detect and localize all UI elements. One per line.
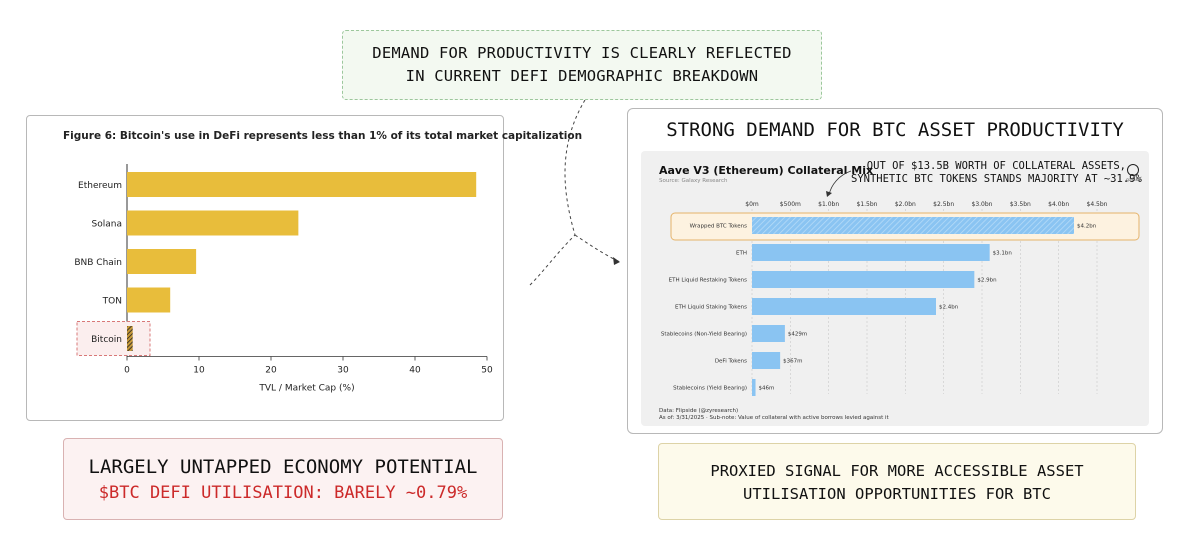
left-x-tick-label: 50 — [481, 366, 493, 376]
right-value-label: $2.4bn — [939, 305, 959, 311]
right-bar-stablecoins-yield-bearing- — [752, 379, 756, 396]
right-category-label: Stablecoins (Yield Bearing) — [673, 386, 747, 392]
annotation-arrowhead — [826, 191, 832, 197]
left-bar-bnb-chain — [127, 249, 197, 274]
collateral-footnote-date: As of: 3/31/2025 · Sub-note: Value of co… — [659, 415, 889, 421]
proxied-signal-line2: UTILISATION OPPORTUNITIES FOR BTC — [743, 485, 1051, 503]
right-value-label: $46m — [759, 386, 775, 392]
right-bar-eth-liquid-restaking-tokens — [752, 271, 975, 288]
collateral-mix-panel: STRONG DEMAND FOR BTC ASSET PRODUCTIVITY… — [627, 108, 1163, 434]
proxied-signal-line1: PROXIED SIGNAL FOR MORE ACCESSIBLE ASSET — [710, 462, 1084, 480]
galaxy-logo-label: galaxy — [1126, 178, 1141, 183]
right-category-label: DeFi Tokens — [715, 359, 747, 365]
right-x-tick-label: $4.0bn — [1048, 201, 1069, 208]
left-category-label: TON — [102, 297, 122, 307]
right-x-tick-label: $1.0bn — [818, 201, 839, 208]
right-chart-svg: $0m $500m $1.0bn $1.5bn $2.0bn $2.5bn $3.0bn $3… — [661, 170, 1140, 396]
right-bar-stablecoins-non-yield-bearing- — [752, 325, 785, 342]
left-category-label: Ethereum — [78, 181, 122, 191]
left-x-tick-label: 0 — [124, 366, 130, 376]
untapped-potential-callout: LARGELY UNTAPPED ECONOMY POTENTIAL $BTC … — [63, 438, 503, 520]
left-x-tick-label: 40 — [409, 366, 421, 376]
left-x-tick-label: 20 — [265, 366, 277, 376]
right-x-tick-label: $1.5bn — [857, 201, 878, 208]
right-category-label: Stablecoins (Non-Yield Bearing) — [661, 332, 747, 338]
right-value-label: $2.9bn — [977, 278, 997, 284]
right-bar-eth — [752, 244, 990, 261]
right-category-label: ETH Liquid Restaking Tokens — [669, 278, 747, 284]
right-category-label: ETH Liquid Staking Tokens — [675, 305, 747, 311]
left-bar-bitcoin — [127, 326, 133, 351]
right-x-tick-label: $3.5bn — [1010, 201, 1031, 208]
right-bar-eth-liquid-staking-tokens — [752, 298, 936, 315]
annotation-line1: OUT OF $13.5B WORTH OF COLLATERAL ASSETS… — [866, 160, 1126, 172]
right-x-tick-label: $4.5bn — [1087, 201, 1108, 208]
right-panel-heading: STRONG DEMAND FOR BTC ASSET PRODUCTIVITY — [666, 119, 1124, 141]
left-x-axis-title: TVL / Market Cap (%) — [258, 384, 354, 394]
left-chart-title: Figure 6: Bitcoin's use in DeFi represen… — [63, 130, 583, 142]
top-callout: DEMAND FOR PRODUCTIVITY IS CLEARLY REFLE… — [342, 30, 822, 100]
top-callout-line2: IN CURRENT DEFI DEMOGRAPHIC BREAKDOWN — [405, 67, 759, 85]
right-bar-defi-tokens — [752, 352, 781, 369]
right-value-label: $429m — [788, 332, 807, 338]
right-value-label: $3.1bn — [993, 251, 1013, 257]
left-category-label: Solana — [92, 220, 122, 230]
left-bar-ethereum — [127, 172, 477, 197]
annotation-arrow — [828, 170, 852, 196]
galaxy-logo-icon — [1127, 164, 1139, 176]
btc-utilisation-subtitle: $BTC DEFI UTILISATION: BARELY ~0.79% — [98, 483, 468, 503]
collateral-chart-card: Aave V3 (Ethereum) Collateral Mix Source… — [641, 151, 1149, 426]
collateral-footnote-data: Data: Flipside (@zyresearch) — [659, 408, 739, 414]
left-x-tick-label: 30 — [337, 366, 349, 376]
right-value-label: $367m — [783, 359, 802, 365]
collateral-chart-title: Aave V3 (Ethereum) Collateral Mix — [659, 164, 874, 177]
right-bar-wrapped-btc-tokens — [752, 217, 1074, 234]
top-callout-line1: DEMAND FOR PRODUCTIVITY IS CLEARLY REFLE… — [372, 44, 792, 62]
annotation-line2: SYNTHETIC BTC TOKENS STANDS MAJORITY AT … — [851, 173, 1142, 185]
right-x-tick-label: $500m — [780, 201, 801, 208]
left-category-label: BNB Chain — [74, 258, 122, 268]
right-x-tick-label: $3.0bn — [972, 201, 993, 208]
right-x-tick-label: $2.5bn — [933, 201, 954, 208]
left-bar-ton — [127, 287, 171, 313]
right-value-label: $4.2bn — [1077, 224, 1097, 230]
right-x-tick-label: $2.0bn — [895, 201, 916, 208]
proxied-signal-callout: PROXIED SIGNAL FOR MORE ACCESSIBLE ASSET… — [658, 443, 1136, 520]
left-category-label: Bitcoin — [91, 335, 122, 345]
untapped-title: LARGELY UNTAPPED ECONOMY POTENTIAL — [88, 456, 478, 478]
right-category-label: Wrapped BTC Tokens — [690, 224, 747, 230]
bitcoin-highlight-box — [76, 321, 151, 356]
left-bar-solana — [127, 210, 299, 236]
defi-tvl-chart-panel: Figure 6: Bitcoin's use in DeFi represen… — [26, 115, 582, 421]
left-x-tick-label: 10 — [193, 366, 205, 376]
right-x-tick-label: $0m — [745, 201, 759, 208]
left-chart-svg: Ethereum Solana BNB Chain TON Bitcoin 0 10 20 30… — [74, 164, 493, 394]
collateral-annotation: OUT OF $13.5B WORTH OF COLLATERAL ASSETS… — [851, 160, 1142, 186]
right-category-label: ETH — [736, 251, 747, 257]
collateral-chart-source: Source: Galaxy Research — [659, 178, 728, 184]
